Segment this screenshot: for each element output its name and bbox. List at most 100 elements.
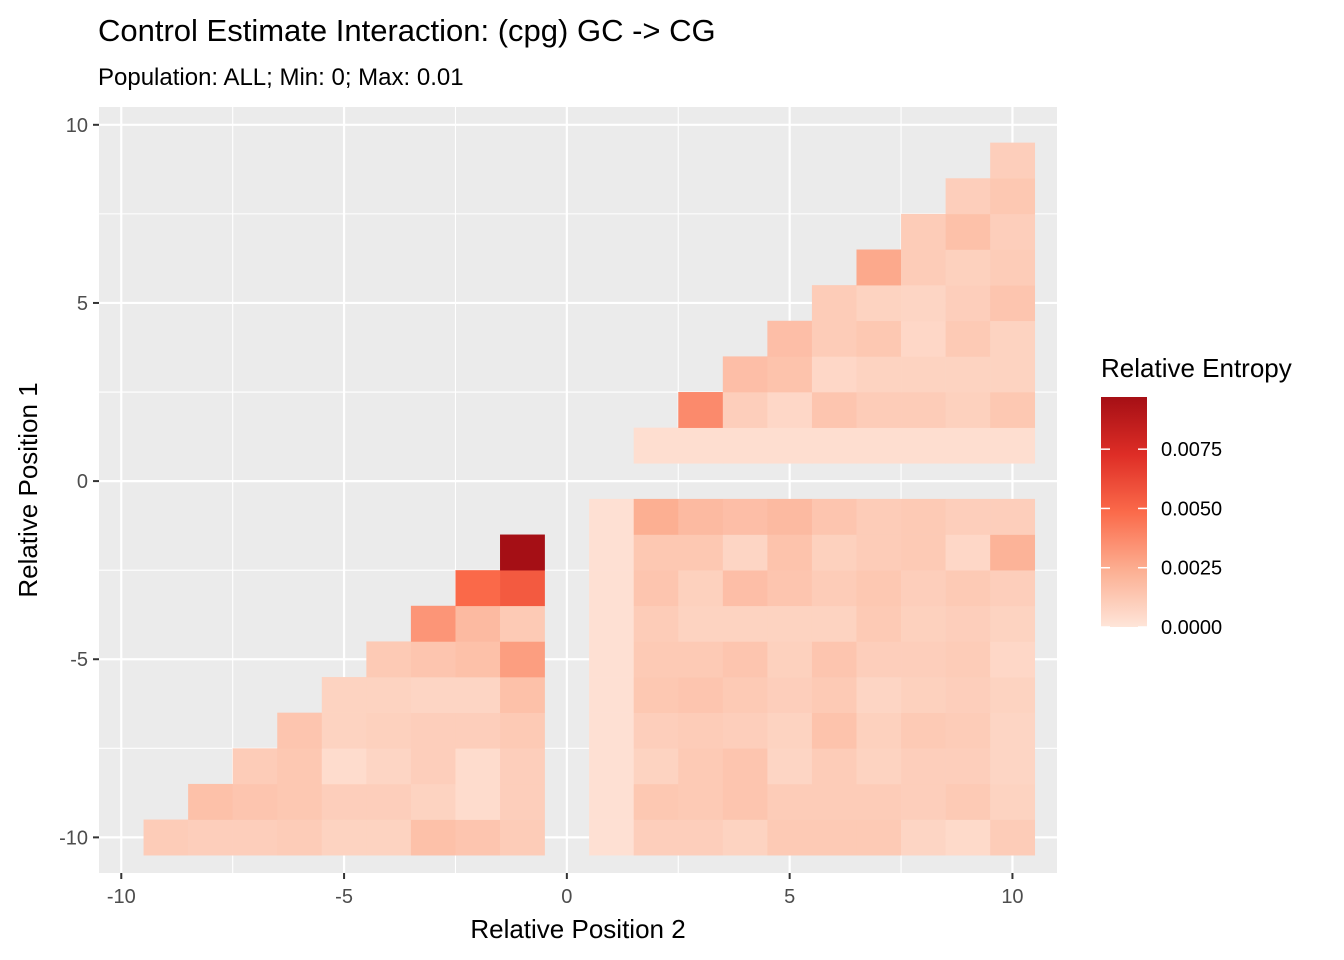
heatmap-cell xyxy=(410,712,456,749)
y-tick-label: -10 xyxy=(59,827,88,849)
y-tick-label: 0 xyxy=(77,471,88,493)
heatmap-cell xyxy=(901,819,946,856)
heatmap-cell xyxy=(678,677,724,713)
heatmap-cell xyxy=(589,783,634,820)
heatmap-cell xyxy=(990,498,1036,535)
heatmap-cell xyxy=(901,320,946,357)
heatmap-cell xyxy=(945,605,991,642)
heatmap-cell xyxy=(633,712,679,749)
heatmap-cell xyxy=(767,677,813,713)
heatmap-cell xyxy=(722,427,768,464)
heatmap-cell xyxy=(945,712,991,749)
heatmap-cell xyxy=(811,427,857,464)
chart-subtitle: Population: ALL; Min: 0; Max: 0.01 xyxy=(98,64,464,91)
heatmap-cell xyxy=(589,677,634,713)
heatmap-cell xyxy=(945,641,991,678)
heatmap-cell xyxy=(811,498,857,535)
heatmap-cell xyxy=(366,748,412,785)
heatmap-cell xyxy=(633,641,679,678)
heatmap-cell xyxy=(232,783,278,820)
heatmap-cell xyxy=(455,677,501,713)
x-tick-label: -10 xyxy=(107,886,136,908)
y-axis: -10 -5 0 5 10 xyxy=(59,115,99,849)
heatmap-cell xyxy=(678,712,724,749)
legend: Relative Entropy 0.0000 0.0025 0.0050 0.007… xyxy=(1101,353,1292,639)
heatmap-cell xyxy=(633,819,679,856)
heatmap-cell xyxy=(767,356,813,393)
heatmap-cell xyxy=(990,249,1036,286)
heatmap-cell xyxy=(366,712,412,749)
heatmap-cell xyxy=(856,498,902,535)
legend-label: 0.0075 xyxy=(1161,439,1222,461)
heatmap-cell xyxy=(678,819,724,856)
heatmap-cell xyxy=(901,213,946,250)
y-axis-title: Relative Position 1 xyxy=(13,382,43,597)
heatmap-cell xyxy=(678,783,724,820)
heatmap-cell xyxy=(633,427,679,464)
heatmap-cell xyxy=(410,605,456,642)
heatmap-cell xyxy=(990,748,1036,785)
heatmap-cell xyxy=(767,783,813,820)
heatmap-cell xyxy=(277,819,323,856)
heatmap-cell xyxy=(633,534,679,571)
heatmap-cell xyxy=(856,285,902,322)
heatmap-cell xyxy=(678,498,724,535)
heatmap-cell xyxy=(990,213,1036,250)
heatmap-cell xyxy=(990,534,1036,571)
heatmap-cell xyxy=(945,534,991,571)
heatmap-cell xyxy=(455,748,501,785)
heatmap-cell xyxy=(945,178,991,215)
heatmap-cell xyxy=(811,570,857,607)
heatmap-cell xyxy=(811,712,857,749)
heatmap-cell xyxy=(990,641,1036,678)
heatmap-cell xyxy=(767,819,813,856)
heatmap-cell xyxy=(722,605,768,642)
heatmap-cell xyxy=(811,819,857,856)
heatmap-cell xyxy=(500,605,545,642)
heatmap-cell xyxy=(188,783,233,820)
heatmap-cell xyxy=(990,285,1036,322)
heatmap-cell xyxy=(901,641,946,678)
heatmap-cell xyxy=(589,748,634,785)
heatmap-cell xyxy=(321,712,367,749)
heatmap-cell xyxy=(366,783,412,820)
heatmap-cell xyxy=(722,498,768,535)
legend-label: 0.0025 xyxy=(1161,558,1222,580)
heatmap-cell xyxy=(410,783,456,820)
heatmap-cell xyxy=(722,819,768,856)
heatmap-cell xyxy=(678,392,724,428)
heatmap-cell xyxy=(856,783,902,820)
heatmap-cell xyxy=(901,783,946,820)
heatmap-cell xyxy=(500,570,545,607)
heatmap-cell xyxy=(678,427,724,464)
heatmap-cell xyxy=(901,249,946,286)
heatmap-cell xyxy=(901,427,946,464)
heatmap-cell xyxy=(455,570,501,607)
heatmap-cell xyxy=(945,392,991,428)
heatmap-cells xyxy=(143,142,1036,856)
heatmap-cell xyxy=(589,534,634,571)
legend-title: Relative Entropy xyxy=(1101,353,1292,383)
heatmap-cell xyxy=(767,320,813,357)
x-tick-label: 5 xyxy=(784,886,795,908)
heatmap-cell xyxy=(321,819,367,856)
heatmap-cell xyxy=(277,748,323,785)
heatmap-cell xyxy=(633,748,679,785)
heatmap-cell xyxy=(366,819,412,856)
heatmap-cell xyxy=(990,320,1036,357)
heatmap-cell xyxy=(633,677,679,713)
heatmap-cell xyxy=(901,605,946,642)
heatmap-cell xyxy=(945,249,991,286)
heatmap-cell xyxy=(945,285,991,322)
heatmap-cell xyxy=(722,570,768,607)
heatmap-cell xyxy=(990,677,1036,713)
heatmap-cell xyxy=(678,641,724,678)
x-axis-title: Relative Position 2 xyxy=(470,914,685,944)
heatmap-cell xyxy=(856,427,902,464)
heatmap-cell xyxy=(589,570,634,607)
heatmap-cell xyxy=(722,356,768,393)
heatmap-cell xyxy=(500,819,545,856)
heatmap-cell xyxy=(901,712,946,749)
heatmap-cell xyxy=(945,677,991,713)
